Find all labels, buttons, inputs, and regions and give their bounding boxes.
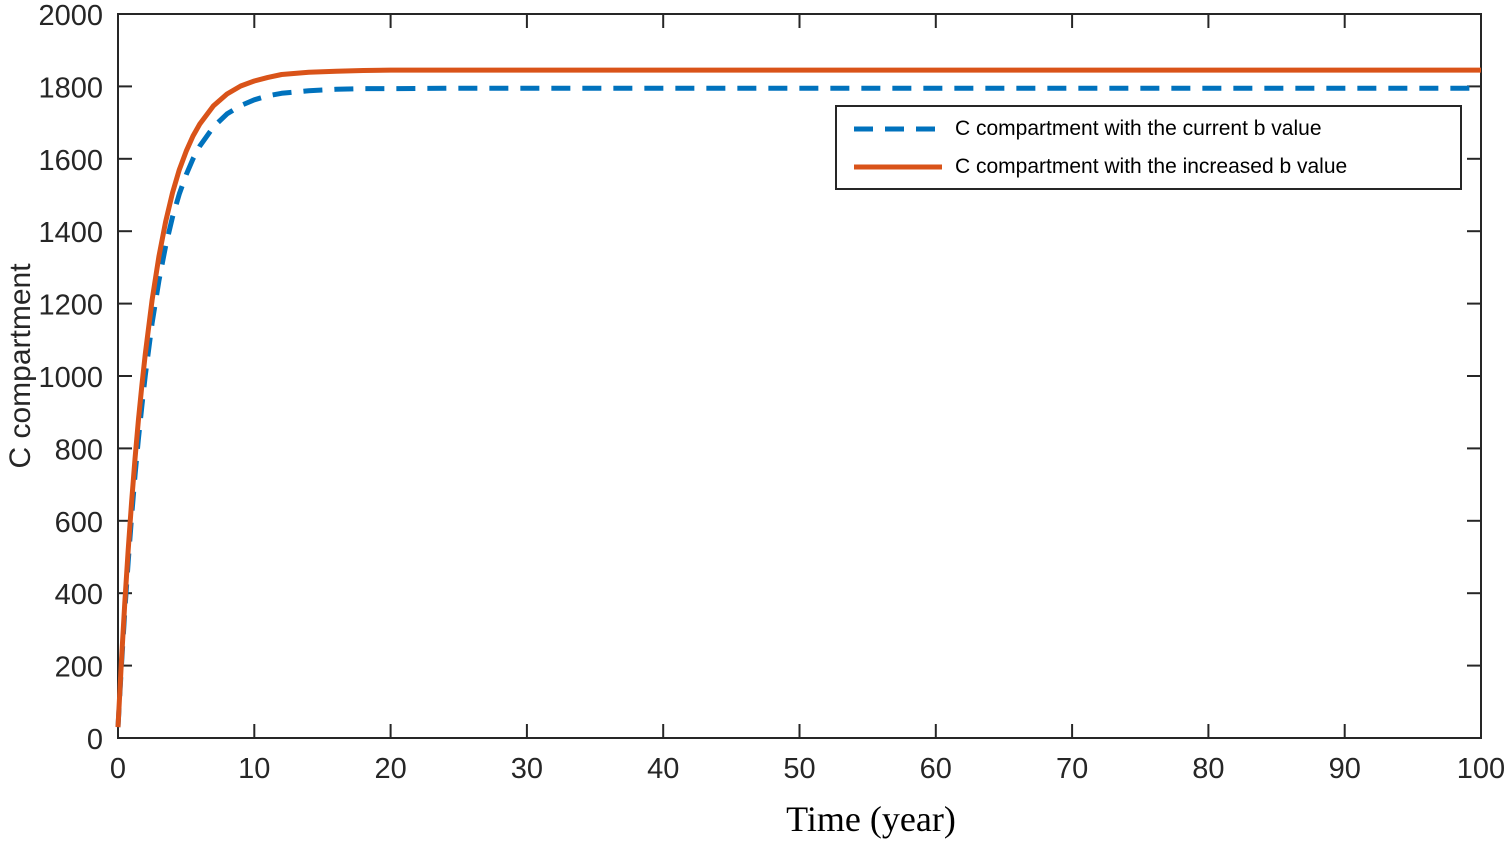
y-tick-label: 200 xyxy=(55,652,103,684)
x-tick-label: 10 xyxy=(238,753,270,785)
x-tick-label: 90 xyxy=(1329,753,1361,785)
legend-label-increased-b: C compartment with the increased b value xyxy=(955,155,1348,178)
x-tick-label: 0 xyxy=(110,753,126,785)
legend-item-increased-b: C compartment with the increased b value xyxy=(853,155,1460,179)
x-tick-label: 100 xyxy=(1457,753,1505,785)
y-axis-label: C compartment xyxy=(4,263,37,469)
x-tick-label: 40 xyxy=(647,753,679,785)
axis-ticks xyxy=(117,13,1482,739)
y-tick-label: 2000 xyxy=(38,0,103,32)
x-tick-label: 20 xyxy=(374,753,406,785)
y-tick-label: 1000 xyxy=(38,362,103,394)
x-tick-label: 50 xyxy=(783,753,815,785)
series-increased-b-line xyxy=(115,67,1481,728)
y-tick-label: 600 xyxy=(55,507,103,539)
y-tick-label: 400 xyxy=(55,579,103,611)
y-tick-label: 1600 xyxy=(38,145,103,177)
x-tick-label: 30 xyxy=(511,753,543,785)
solid-line-swatch xyxy=(854,164,942,169)
x-tick-label: 70 xyxy=(1056,753,1088,785)
x-tick-label: 60 xyxy=(920,753,952,785)
legend-label-current-b: C compartment with the current b value xyxy=(955,117,1322,140)
legend-item-current-b: C compartment with the current b value xyxy=(853,117,1460,141)
y-tick-label: 1400 xyxy=(38,217,103,249)
y-tick-label: 0 xyxy=(87,724,103,756)
legend: C compartment with the current b value C… xyxy=(835,105,1462,190)
y-tick-label: 800 xyxy=(55,434,103,466)
y-tick-label: 1200 xyxy=(38,290,103,322)
x-tick-label: 80 xyxy=(1192,753,1224,785)
dashed-line-swatch xyxy=(854,126,942,131)
x-axis-label: Time (year) xyxy=(786,799,956,839)
tick-labels: 0 10 20 30 40 50 60 70 80 90 100020040060080010001… xyxy=(38,0,1505,785)
y-tick-label: 1800 xyxy=(38,72,103,104)
